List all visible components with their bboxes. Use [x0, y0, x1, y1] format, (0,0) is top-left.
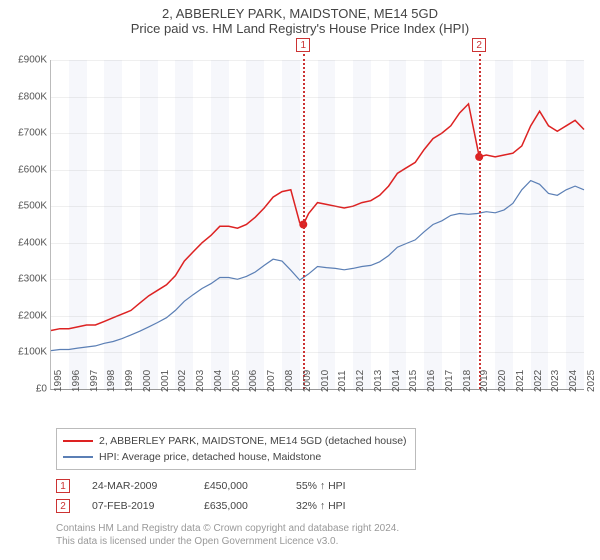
x-axis-label: 2021	[515, 370, 526, 392]
legend: 2, ABBERLEY PARK, MAIDSTONE, ME14 5GD (d…	[56, 428, 416, 470]
x-axis-label: 2014	[391, 370, 402, 392]
legend-label: 2, ABBERLEY PARK, MAIDSTONE, ME14 5GD (d…	[99, 433, 407, 449]
x-axis-label: 2024	[568, 370, 579, 392]
x-axis-label: 2013	[373, 370, 384, 392]
x-axis-label: 2017	[444, 370, 455, 392]
footer: Contains HM Land Registry data © Crown c…	[56, 522, 588, 548]
x-axis-label: 2011	[337, 370, 348, 392]
x-axis-label: 2009	[302, 370, 313, 392]
footer-line: Contains HM Land Registry data © Crown c…	[56, 522, 588, 535]
x-axis-label: 2022	[533, 370, 544, 392]
event-pct: 55% ↑ HPI	[296, 476, 346, 496]
x-axis-label: 1995	[53, 370, 64, 392]
y-axis-label: £700K	[9, 128, 47, 139]
x-axis-label: 2007	[266, 370, 277, 392]
x-axis-label: 2001	[160, 370, 171, 392]
legend-item: 2, ABBERLEY PARK, MAIDSTONE, ME14 5GD (d…	[63, 433, 409, 449]
y-axis-label: £400K	[9, 237, 47, 248]
event-date: 24-MAR-2009	[92, 476, 182, 496]
legend-item: HPI: Average price, detached house, Maid…	[63, 449, 409, 465]
event-badge-icon: 2	[56, 499, 70, 513]
x-axis-label: 1998	[106, 370, 117, 392]
event-badge-icon: 1	[56, 479, 70, 493]
x-axis-label: 2004	[213, 370, 224, 392]
x-axis-label: 2016	[426, 370, 437, 392]
chart-container: 2, ABBERLEY PARK, MAIDSTONE, ME14 5GD Pr…	[0, 0, 600, 560]
x-axis-label: 2023	[550, 370, 561, 392]
x-axis-label: 2000	[142, 370, 153, 392]
legend-swatch	[63, 456, 93, 458]
x-axis-label: 1996	[71, 370, 82, 392]
event-marker-badge: 2	[472, 38, 486, 52]
event-pct: 32% ↑ HPI	[296, 496, 346, 516]
x-axis-label: 2006	[248, 370, 259, 392]
x-axis-label: 2025	[586, 370, 597, 392]
footer-line: This data is licensed under the Open Gov…	[56, 535, 588, 548]
x-axis-label: 2008	[284, 370, 295, 392]
y-axis-label: £300K	[9, 274, 47, 285]
x-axis-label: 2015	[408, 370, 419, 392]
y-axis-label: £500K	[9, 201, 47, 212]
legend-swatch	[63, 440, 93, 442]
x-axis-label: 2019	[479, 370, 490, 392]
y-axis-label: £800K	[9, 91, 47, 102]
y-axis-label: £0	[9, 384, 47, 395]
x-axis-label: 2012	[355, 370, 366, 392]
x-axis-label: 2003	[195, 370, 206, 392]
chart-svg	[51, 60, 584, 389]
y-axis-label: £600K	[9, 164, 47, 175]
y-axis-label: £100K	[9, 347, 47, 358]
chart-title-line2: Price paid vs. HM Land Registry's House …	[12, 21, 588, 36]
event-price: £635,000	[204, 496, 274, 516]
plot-area: £0£100K£200K£300K£400K£500K£600K£700K£80…	[50, 60, 584, 390]
legend-label: HPI: Average price, detached house, Maid…	[99, 449, 321, 465]
x-axis-label: 2010	[320, 370, 331, 392]
event-row: 1 24-MAR-2009 £450,000 55% ↑ HPI	[56, 476, 588, 496]
event-date: 07-FEB-2019	[92, 496, 182, 516]
x-axis-labels: 1995199619971998199920002001200220032004…	[50, 390, 584, 424]
event-marker-badge: 1	[296, 38, 310, 52]
event-row: 2 07-FEB-2019 £635,000 32% ↑ HPI	[56, 496, 588, 516]
x-axis-label: 2020	[497, 370, 508, 392]
x-axis-label: 2018	[462, 370, 473, 392]
series-line	[51, 104, 584, 331]
chart-title-line1: 2, ABBERLEY PARK, MAIDSTONE, ME14 5GD	[12, 6, 588, 21]
y-axis-label: £200K	[9, 310, 47, 321]
x-axis-label: 1999	[124, 370, 135, 392]
x-axis-label: 2005	[231, 370, 242, 392]
event-price: £450,000	[204, 476, 274, 496]
y-axis-label: £900K	[9, 55, 47, 66]
x-axis-label: 1997	[89, 370, 100, 392]
x-axis-label: 2002	[177, 370, 188, 392]
events-table: 1 24-MAR-2009 £450,000 55% ↑ HPI 2 07-FE…	[56, 476, 588, 516]
